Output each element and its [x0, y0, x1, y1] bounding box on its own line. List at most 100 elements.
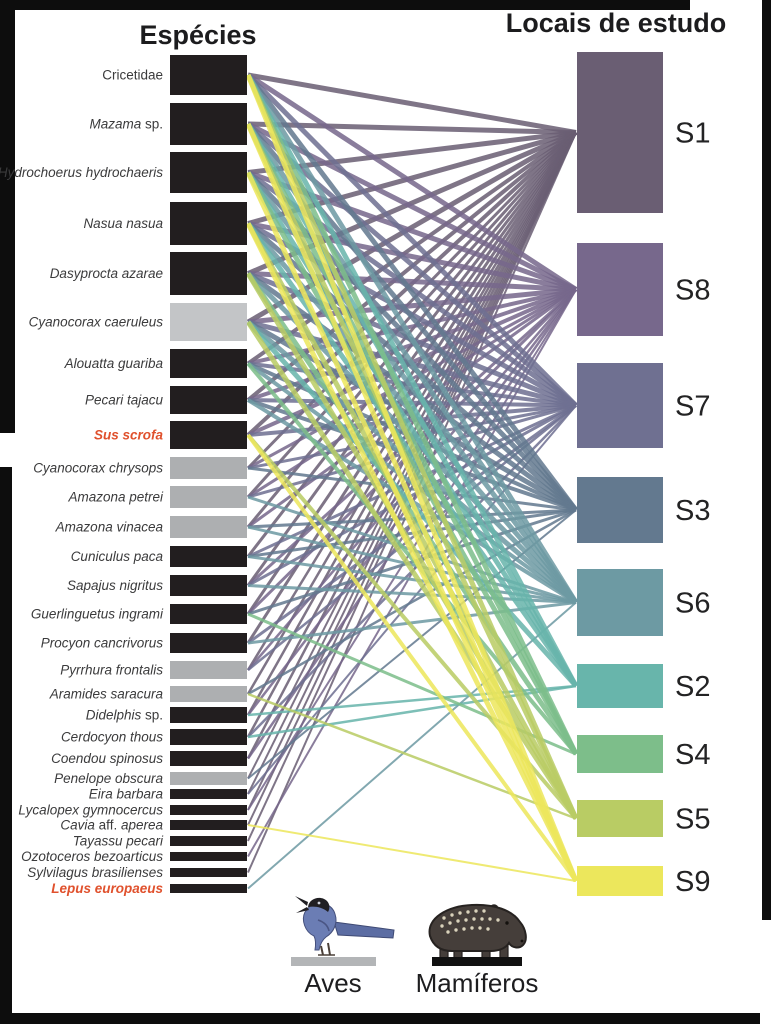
edge-line: [247, 466, 577, 512]
site-label: S4: [675, 739, 710, 771]
site-bar: [577, 664, 663, 708]
species-bar: [170, 202, 247, 245]
edge-line: [245, 171, 579, 756]
site-label: S6: [675, 588, 710, 620]
edge-line: [247, 824, 577, 882]
species-bar: [170, 633, 247, 653]
frame-top-bar: [0, 0, 690, 10]
species-bar: [170, 252, 247, 295]
species-label: Mazama sp.: [89, 117, 163, 132]
species-bar: [170, 805, 247, 815]
edge-line: [246, 73, 578, 512]
site-bar: [577, 52, 663, 213]
edge-line: [245, 73, 579, 688]
edge-line: [245, 171, 579, 883]
mamiferos-color-chip: [432, 957, 522, 966]
species-bar: [170, 55, 247, 95]
bird-icon: [295, 896, 395, 956]
species-bar: [170, 386, 247, 414]
edge-line: [245, 272, 579, 820]
species-bar: [170, 152, 247, 193]
species-label: Guerlinguetus ingrami: [31, 607, 164, 622]
frame-left-lower-bar: [0, 467, 12, 1014]
species-label: Lepus europaeus: [51, 881, 163, 896]
edge-line: [245, 272, 579, 756]
edge-line: [245, 171, 579, 688]
species-label: Coendou spinosus: [51, 751, 163, 766]
species-bar: [170, 303, 247, 341]
species-bar: [170, 575, 247, 596]
species-bar: [170, 729, 247, 745]
species-label: Sapajus nigritus: [67, 578, 163, 593]
site-label: S2: [675, 671, 710, 703]
edge-line: [247, 404, 577, 671]
edge-line: [245, 122, 579, 820]
species-bar: [170, 868, 247, 877]
species-label: Alouatta guariba: [64, 356, 164, 371]
species-label: Cyanocorax chrysops: [33, 461, 163, 476]
edge-line: [247, 72, 577, 135]
edge-line: [247, 692, 577, 820]
edge-line: [247, 121, 577, 135]
species-label: Pyrrhura frontalis: [60, 663, 163, 678]
edge-line: [245, 222, 579, 883]
edge-line: [245, 74, 579, 882]
species-bar: [170, 457, 247, 479]
species-label: Cuniculus paca: [71, 549, 164, 564]
species-bar: [170, 820, 247, 830]
species-label: Didelphis sp.: [86, 708, 163, 723]
site-bar: [577, 735, 663, 773]
species-label: Amazona vinacea: [55, 520, 164, 535]
species-label: Eira barbara: [89, 787, 164, 802]
species-label: Cerdocyon thous: [61, 730, 163, 745]
site-label: S9: [675, 866, 710, 898]
species-label: Dasyprocta azarae: [50, 266, 163, 281]
mammal-icon: [428, 903, 527, 959]
species-bar: [170, 349, 247, 378]
species-label: Nasua nasua: [83, 216, 163, 231]
edge-line: [245, 122, 579, 756]
site-bar: [577, 477, 663, 543]
edge-line: [246, 271, 578, 513]
edge-line: [246, 131, 578, 615]
species-label: Amazona petrei: [67, 490, 164, 505]
species-label: Tayassu pecari: [73, 834, 164, 849]
species-bar: [170, 789, 247, 799]
edge-line: [245, 73, 579, 604]
site-label: S8: [675, 275, 710, 307]
edge-line: [245, 122, 579, 688]
aves-legend-label: Aves: [304, 968, 362, 998]
site-bar: [577, 866, 663, 896]
site-bar: [577, 800, 663, 837]
edge-line: [247, 287, 577, 325]
edge-line: [245, 73, 579, 756]
species-bar: [170, 884, 247, 893]
species-bar: [170, 661, 247, 679]
site-bar: [577, 363, 663, 448]
species-bar: [170, 836, 247, 846]
site-label: S7: [675, 391, 710, 423]
frame-right-bar: [762, 0, 771, 920]
species-label: Cavia aff. aperea: [60, 818, 163, 833]
site-label: S1: [675, 118, 710, 150]
species-label: Cricetidae: [102, 68, 163, 83]
frame-left-upper-bar: [0, 0, 15, 433]
species-bar: [170, 421, 247, 449]
site-label: S5: [675, 804, 710, 836]
edge-line: [246, 72, 578, 292]
species-label: Penelope obscura: [54, 771, 163, 786]
edge-line: [246, 73, 578, 408]
mamiferos-legend-label: Mamíferos: [415, 968, 539, 998]
species-bar: [170, 772, 247, 785]
species-bar: [170, 686, 247, 702]
edge-line: [245, 123, 579, 882]
species-bar: [170, 751, 247, 766]
edge-line: [246, 131, 578, 716]
species-bar: [170, 604, 247, 624]
site-bar: [577, 569, 663, 636]
species-bar: [170, 103, 247, 145]
species-label: Sus scrofa: [94, 428, 164, 443]
species-column-title: Espécies: [139, 20, 257, 50]
